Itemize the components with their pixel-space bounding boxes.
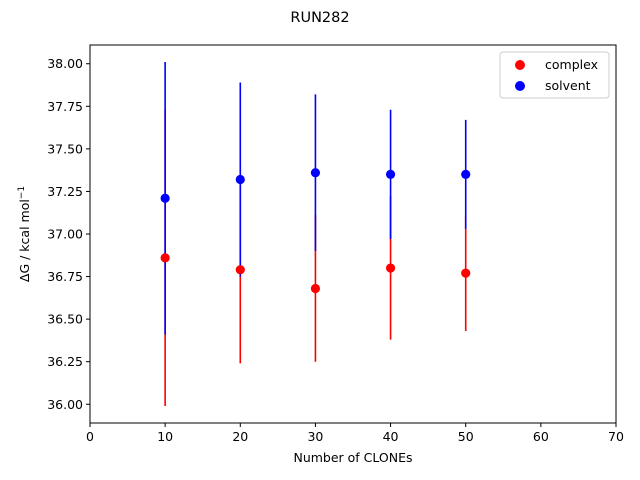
x-tick-label: 50 (458, 429, 474, 444)
legend: complex solvent (499, 51, 610, 99)
y-axis-label-main: ΔG / kcal mol (17, 199, 32, 282)
legend-marker-solvent (515, 81, 525, 91)
x-tick-label: 20 (232, 429, 248, 444)
data-point-complex (160, 253, 170, 263)
y-tick-label: 36.50 (47, 312, 83, 327)
data-point-complex (385, 263, 396, 273)
y-tick-label: 36.00 (47, 397, 83, 412)
chart-title: RUN282 (290, 10, 349, 26)
y-tick-label: 37.25 (47, 184, 83, 199)
x-tick-label: 10 (157, 429, 173, 444)
data-point-solvent (235, 174, 245, 185)
legend-label-complex: complex (545, 57, 598, 72)
data-point-complex (235, 265, 245, 275)
data-point-solvent (310, 168, 321, 178)
y-axis: 36.00 36.25 36.50 36.75 37.00 37.25 37.50 37.75… (47, 56, 90, 412)
data-point-solvent (160, 193, 170, 203)
x-tick-label: 0 (86, 429, 94, 444)
y-tick-label: 37.75 (47, 99, 83, 114)
plot-area (89, 44, 617, 424)
legend-box (499, 51, 610, 99)
series-layer (160, 62, 471, 406)
plot-frame (89, 44, 617, 424)
legend-marker-complex (515, 60, 525, 70)
data-point-solvent (461, 169, 471, 180)
data-point-complex (461, 268, 471, 278)
data-point-solvent (385, 169, 396, 180)
x-tick-label: 60 (533, 429, 549, 444)
x-axis: 0 10 20 30 40 50 60 70 (86, 423, 624, 444)
legend-label-solvent: solvent (545, 78, 591, 93)
x-tick-label: 30 (307, 429, 323, 444)
x-axis-label: Number of CLONEs (293, 450, 412, 465)
y-tick-label: 36.25 (47, 354, 83, 369)
y-axis-label-sup: −1 (17, 186, 27, 199)
x-tick-label: 70 (608, 429, 624, 444)
y-tick-label: 36.75 (47, 269, 83, 284)
y-axis-label: ΔG / kcal mol−1 (17, 186, 32, 282)
y-tick-label: 37.50 (47, 141, 83, 156)
data-point-complex (310, 283, 321, 294)
y-tick-label: 37.00 (47, 227, 83, 242)
y-tick-label: 38.00 (47, 56, 83, 71)
x-tick-label: 40 (383, 429, 399, 444)
